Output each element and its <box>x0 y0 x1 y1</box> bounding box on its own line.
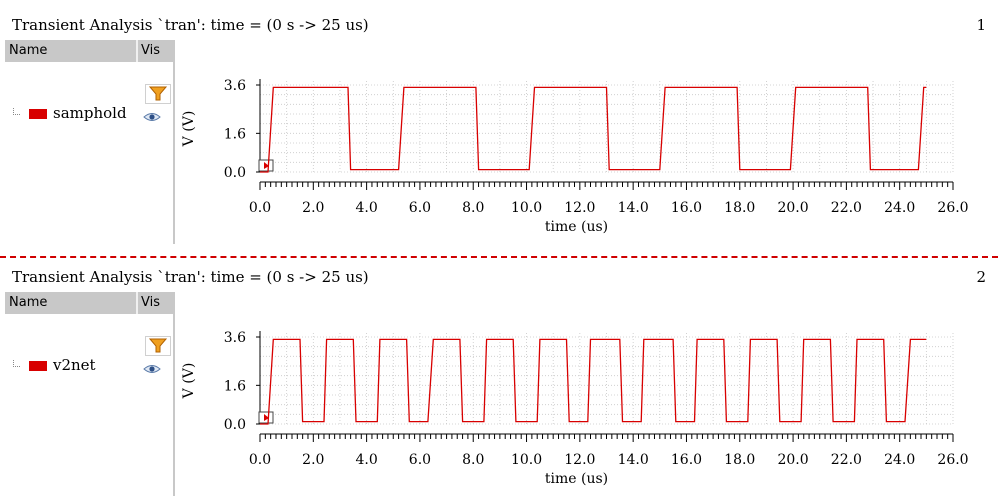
y-tick-label: 3.6 <box>224 78 246 94</box>
x-tick-label: 12.0 <box>564 200 595 216</box>
x-tick-label: 2.0 <box>302 200 324 216</box>
tree-connector <box>13 108 20 115</box>
marker-arrow <box>264 162 269 169</box>
column-separator[interactable] <box>136 292 138 314</box>
waveform-pane-1: Transient Analysis `tran': time = (0 s -… <box>0 0 998 250</box>
column-header-vis[interactable]: Vis <box>141 295 160 310</box>
legend-header: Name Vis <box>5 292 173 314</box>
y-tick-label: 3.6 <box>224 330 246 346</box>
x-tick-label: 2.0 <box>302 452 324 468</box>
x-tick-label: 12.0 <box>564 452 595 468</box>
marker-box-icon <box>258 411 274 424</box>
grid <box>259 333 954 425</box>
series-line-v2net <box>260 338 927 425</box>
x-tick-label: 6.0 <box>409 200 431 216</box>
filter-icon[interactable] <box>145 336 171 356</box>
x-tick-label: 22.0 <box>831 200 862 216</box>
legend-signal-row[interactable]: v2net <box>9 354 169 378</box>
x-tick-label: 18.0 <box>724 200 755 216</box>
x-tick-label: 24.0 <box>884 200 915 216</box>
x-tick-label: 14.0 <box>618 452 649 468</box>
filter-icon[interactable] <box>145 84 171 104</box>
x-tick-label: 26.0 <box>937 452 968 468</box>
y-tick-label: 1.6 <box>224 378 246 394</box>
pane-separator <box>0 256 998 258</box>
legend-signal-row[interactable]: samphold <box>9 102 169 126</box>
x-tick-label: 4.0 <box>355 200 377 216</box>
y-axis-label: V (V) <box>181 363 197 400</box>
y-axis-label: V (V) <box>181 111 197 148</box>
column-header-name[interactable]: Name <box>9 43 48 58</box>
x-tick-label: 8.0 <box>462 200 484 216</box>
signal-color-swatch <box>29 109 47 119</box>
x-tick-label: 14.0 <box>618 200 649 216</box>
eye-icon[interactable] <box>143 360 161 373</box>
x-tick-label: 26.0 <box>937 200 968 216</box>
x-tick-label: 20.0 <box>777 452 808 468</box>
x-tick-label: 0.0 <box>249 452 271 468</box>
grid <box>259 81 954 173</box>
x-axis-label: time (us) <box>545 219 608 235</box>
x-tick-label: 6.0 <box>409 452 431 468</box>
marker-arrow <box>264 414 269 421</box>
x-tick-label: 16.0 <box>671 200 702 216</box>
x-tick-label: 0.0 <box>249 200 271 216</box>
x-tick-label: 10.0 <box>511 200 542 216</box>
tree-connector <box>13 360 20 367</box>
column-header-name[interactable]: Name <box>9 295 48 310</box>
y-tick-label: 0.0 <box>224 165 246 181</box>
x-tick-label: 18.0 <box>724 452 755 468</box>
x-tick-label: 16.0 <box>671 452 702 468</box>
column-header-vis[interactable]: Vis <box>141 43 160 58</box>
x-tick-label: 8.0 <box>462 452 484 468</box>
pane-number: 2 <box>976 268 986 286</box>
pane-title: Transient Analysis `tran': time = (0 s -… <box>12 16 369 34</box>
x-tick-label: 22.0 <box>831 452 862 468</box>
legend-panel: Name Vis samphold <box>5 40 175 244</box>
x-tick-label: 10.0 <box>511 452 542 468</box>
eye-icon[interactable] <box>143 108 161 121</box>
x-axis-label: time (us) <box>545 471 608 487</box>
waveform-pane-2: Transient Analysis `tran': time = (0 s -… <box>0 252 998 502</box>
y-tick-label: 1.6 <box>224 126 246 142</box>
column-separator[interactable] <box>136 40 138 62</box>
legend-panel: Name Vis v2net <box>5 292 175 496</box>
waveform-plot[interactable]: 0.0 1.6 3.6 V (V) 0.0 2.0 4.0 6.0 8.0 10.0 12.0 14.… <box>175 40 975 250</box>
legend-header: Name Vis <box>5 40 173 62</box>
y-tick-label: 0.0 <box>224 417 246 433</box>
signal-name[interactable]: v2net <box>53 356 96 374</box>
x-tick-label: 24.0 <box>884 452 915 468</box>
signal-name[interactable]: samphold <box>53 104 127 122</box>
waveform-plot[interactable]: 0.0 1.6 3.6 V (V) 0.0 2.0 4.0 6.0 8.0 10.0 12.0 14.… <box>175 292 975 502</box>
pane-number: 1 <box>976 16 986 34</box>
series-line-samphold <box>260 86 927 173</box>
pane-title: Transient Analysis `tran': time = (0 s -… <box>12 268 369 286</box>
x-tick-label: 4.0 <box>355 452 377 468</box>
marker-box-icon <box>258 159 274 172</box>
signal-color-swatch <box>29 361 47 371</box>
x-tick-label: 20.0 <box>777 200 808 216</box>
